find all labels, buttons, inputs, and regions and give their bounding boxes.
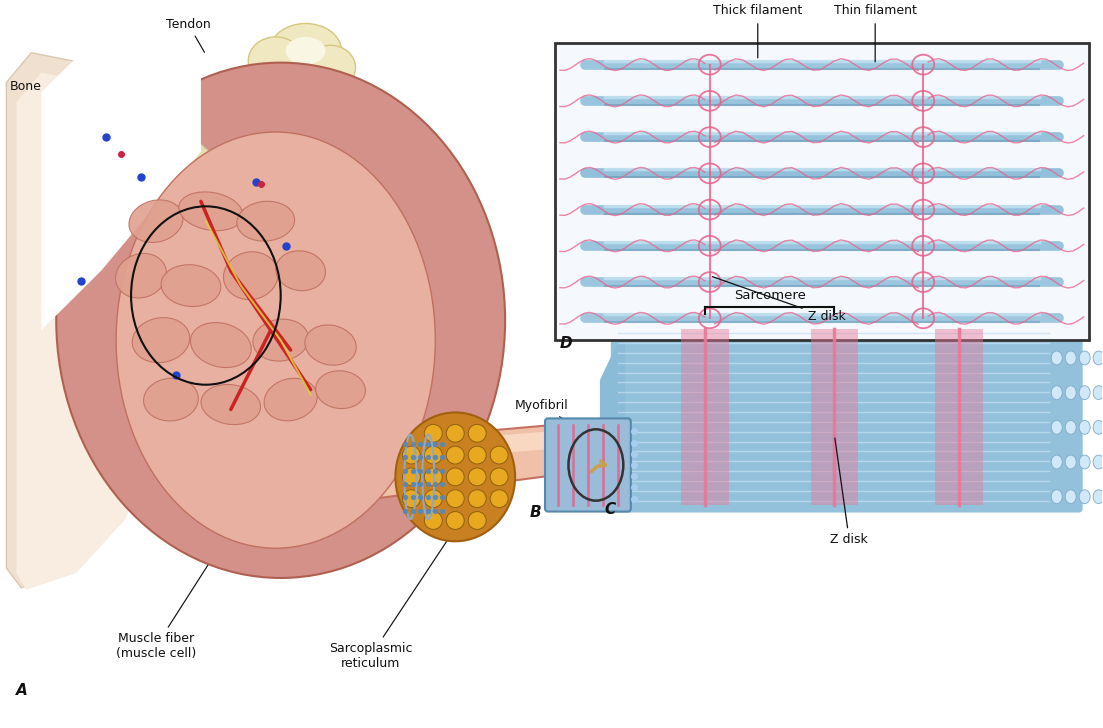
Ellipse shape — [56, 63, 505, 578]
Ellipse shape — [306, 45, 355, 90]
Ellipse shape — [425, 424, 442, 442]
Ellipse shape — [276, 251, 325, 290]
Text: Sarcoplasmic
reticulum: Sarcoplasmic reticulum — [329, 531, 453, 670]
Ellipse shape — [237, 201, 295, 241]
Ellipse shape — [1079, 351, 1090, 365]
Polygon shape — [221, 424, 565, 518]
FancyBboxPatch shape — [545, 419, 631, 512]
Ellipse shape — [132, 317, 190, 363]
Text: Sarcomere: Sarcomere — [733, 290, 806, 302]
Ellipse shape — [304, 325, 356, 365]
Ellipse shape — [1093, 386, 1103, 400]
Ellipse shape — [1051, 455, 1062, 469]
Ellipse shape — [116, 132, 436, 548]
FancyBboxPatch shape — [99, 70, 285, 239]
Ellipse shape — [395, 413, 515, 542]
Ellipse shape — [490, 446, 508, 464]
Ellipse shape — [447, 512, 464, 529]
Polygon shape — [17, 73, 165, 590]
Text: Z disk: Z disk — [713, 277, 845, 323]
Ellipse shape — [403, 490, 420, 507]
FancyBboxPatch shape — [935, 329, 983, 505]
Ellipse shape — [468, 490, 486, 507]
Ellipse shape — [468, 468, 486, 486]
Ellipse shape — [1065, 420, 1077, 435]
Ellipse shape — [179, 192, 243, 231]
Ellipse shape — [270, 23, 342, 78]
Ellipse shape — [1079, 490, 1090, 504]
Text: Muscle: Muscle — [186, 130, 229, 147]
Ellipse shape — [191, 323, 251, 368]
Ellipse shape — [447, 490, 464, 507]
Ellipse shape — [490, 490, 508, 507]
Polygon shape — [41, 52, 201, 331]
Text: T tubule: T tubule — [371, 401, 422, 432]
Ellipse shape — [1051, 420, 1062, 435]
Ellipse shape — [1051, 351, 1062, 365]
FancyBboxPatch shape — [611, 321, 1083, 513]
FancyBboxPatch shape — [108, 84, 277, 239]
Ellipse shape — [1065, 490, 1077, 504]
Text: D: D — [560, 336, 572, 351]
Text: Bone: Bone — [9, 80, 94, 106]
Ellipse shape — [425, 512, 442, 529]
Ellipse shape — [143, 379, 199, 421]
Ellipse shape — [1051, 490, 1062, 504]
Ellipse shape — [253, 319, 309, 361]
Ellipse shape — [425, 490, 442, 507]
FancyBboxPatch shape — [682, 329, 729, 505]
Ellipse shape — [1051, 386, 1062, 400]
Ellipse shape — [116, 253, 167, 298]
Ellipse shape — [1093, 455, 1103, 469]
Ellipse shape — [286, 37, 325, 65]
Ellipse shape — [1093, 351, 1103, 365]
Text: Epimysium: Epimysium — [218, 165, 354, 181]
Text: A: A — [17, 683, 28, 698]
Ellipse shape — [447, 424, 464, 442]
Ellipse shape — [161, 265, 221, 306]
Text: Thick filament: Thick filament — [714, 4, 802, 17]
Ellipse shape — [1093, 420, 1103, 435]
Ellipse shape — [1065, 351, 1077, 365]
Ellipse shape — [468, 512, 486, 529]
Text: Fascia: Fascia — [132, 157, 224, 171]
Text: C: C — [604, 502, 617, 517]
Polygon shape — [600, 327, 624, 507]
Ellipse shape — [1093, 490, 1103, 504]
Text: Thin filament: Thin filament — [834, 4, 917, 17]
Ellipse shape — [224, 252, 278, 300]
FancyBboxPatch shape — [90, 62, 299, 256]
Ellipse shape — [1079, 420, 1090, 435]
Ellipse shape — [1065, 386, 1077, 400]
Ellipse shape — [403, 468, 420, 486]
Text: B: B — [531, 505, 542, 520]
Ellipse shape — [425, 446, 442, 464]
Text: Perimysium: Perimysium — [214, 197, 358, 211]
Ellipse shape — [468, 424, 486, 442]
Ellipse shape — [129, 200, 183, 242]
Ellipse shape — [447, 468, 464, 486]
Text: Tendon: Tendon — [165, 18, 211, 52]
Ellipse shape — [1079, 455, 1090, 469]
FancyBboxPatch shape — [811, 329, 858, 505]
Text: Endomysium: Endomysium — [208, 226, 366, 241]
Ellipse shape — [490, 468, 508, 486]
Ellipse shape — [201, 384, 260, 424]
Ellipse shape — [403, 446, 420, 464]
Ellipse shape — [447, 446, 464, 464]
Text: Fascicle: Fascicle — [194, 258, 334, 275]
Ellipse shape — [264, 379, 318, 421]
Ellipse shape — [1079, 386, 1090, 400]
FancyBboxPatch shape — [555, 43, 1089, 340]
Ellipse shape — [1065, 455, 1077, 469]
Ellipse shape — [468, 446, 486, 464]
Polygon shape — [7, 52, 161, 588]
Ellipse shape — [425, 468, 442, 486]
Polygon shape — [231, 431, 550, 474]
Text: Muscle fiber
(muscle cell): Muscle fiber (muscle cell) — [116, 470, 269, 660]
Ellipse shape — [315, 371, 365, 408]
Text: Myofibril: Myofibril — [515, 400, 569, 423]
Ellipse shape — [248, 37, 303, 84]
Text: Z disk: Z disk — [831, 438, 868, 546]
